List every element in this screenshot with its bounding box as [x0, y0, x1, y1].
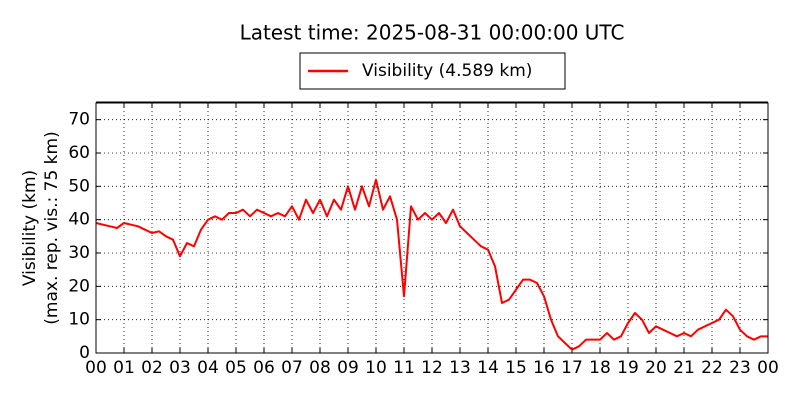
- plot-frame: [95, 102, 769, 354]
- x-tick-label: 06: [253, 358, 275, 378]
- x-tick-label: 21: [673, 358, 695, 378]
- x-tick-label: 04: [197, 358, 219, 378]
- y-tick-label: 20: [68, 276, 90, 296]
- x-tick-label: 19: [617, 358, 639, 378]
- x-tick-label: 13: [449, 358, 471, 378]
- x-tick-label: 05: [225, 358, 247, 378]
- y-tick-label: 70: [68, 110, 90, 130]
- x-tick-label: 16: [533, 358, 555, 378]
- x-tick-label: 01: [113, 358, 135, 378]
- y-tick-label: 30: [68, 243, 90, 263]
- legend-label: Visibility (4.589 km): [362, 61, 532, 81]
- y-tick-label: 40: [68, 210, 90, 230]
- x-tick-label: 07: [281, 358, 303, 378]
- data-line: [95, 178, 768, 351]
- y-tick-label: 0: [79, 343, 90, 363]
- x-tick-label: 12: [421, 358, 443, 378]
- y-tick-label: 10: [68, 310, 90, 330]
- x-tick-label: 03: [169, 358, 191, 378]
- x-tick-label: 10: [365, 358, 387, 378]
- x-tick-label: 20: [645, 358, 667, 378]
- chart-title: Latest time: 2025-08-31 00:00:00 UTC: [240, 21, 625, 45]
- x-tick-label: 15: [505, 358, 527, 378]
- x-tick-label: 11: [393, 358, 415, 378]
- y-axis-label: Visibility (km): [20, 170, 40, 286]
- x-tick-label: 00: [757, 358, 779, 378]
- x-tick-label: 09: [337, 358, 359, 378]
- x-tick-label: 08: [309, 358, 331, 378]
- x-tick-label: 18: [589, 358, 611, 378]
- y-tick-label: 50: [68, 176, 90, 196]
- y-tick-label: 60: [68, 143, 90, 163]
- x-tick-label: 14: [477, 358, 499, 378]
- x-tick-label: 22: [701, 358, 723, 378]
- x-tick-label: 23: [729, 358, 751, 378]
- x-tick-label: 00: [85, 358, 107, 378]
- x-tick-label: 17: [561, 358, 583, 378]
- y-axis-label: (max. rep. vis.: 75 km): [42, 131, 62, 324]
- x-tick-label: 02: [141, 358, 163, 378]
